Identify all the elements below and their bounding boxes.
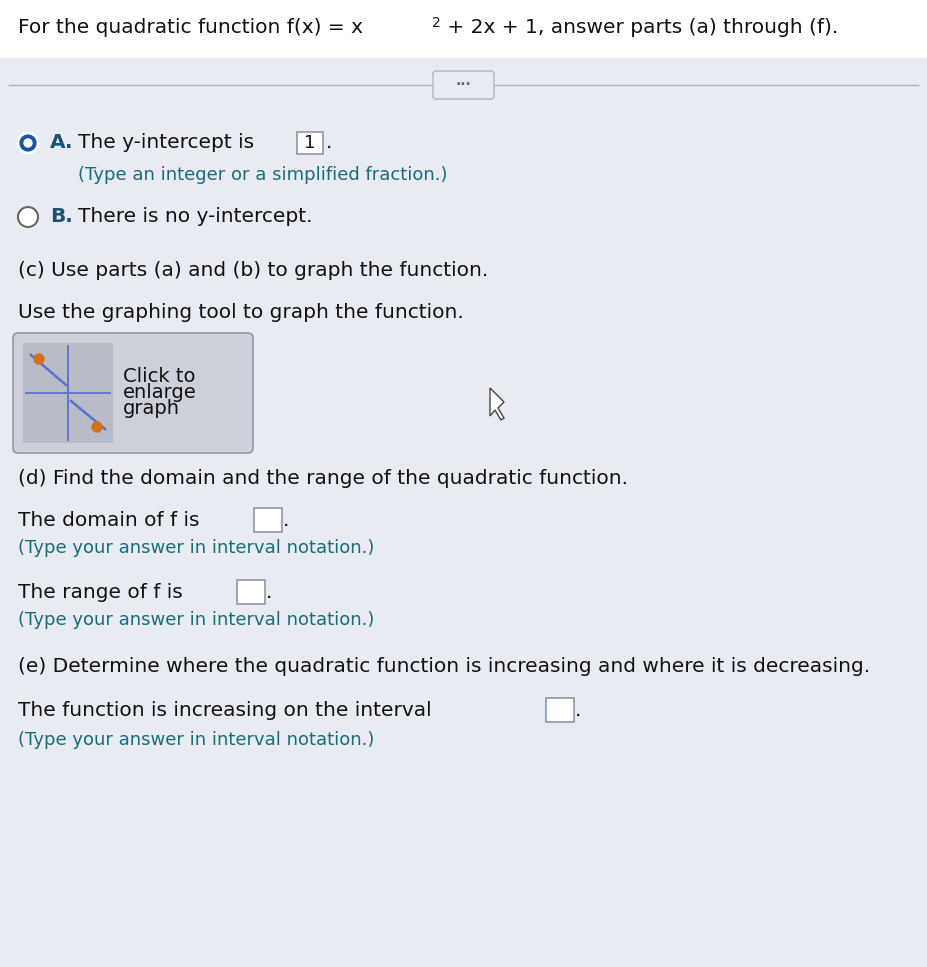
Text: Click to: Click to: [123, 367, 196, 387]
Text: (Type your answer in interval notation.): (Type your answer in interval notation.): [18, 539, 375, 557]
Text: .: .: [266, 582, 273, 601]
Text: (d) Find the domain and the range of the quadratic function.: (d) Find the domain and the range of the…: [18, 468, 628, 487]
Text: .: .: [283, 511, 289, 530]
Text: The function is increasing on the interval: The function is increasing on the interv…: [18, 700, 432, 719]
Text: A.: A.: [50, 133, 73, 153]
Circle shape: [92, 422, 102, 432]
FancyBboxPatch shape: [433, 71, 494, 99]
FancyBboxPatch shape: [23, 343, 113, 443]
Text: (c) Use parts (a) and (b) to graph the function.: (c) Use parts (a) and (b) to graph the f…: [18, 260, 489, 279]
Text: The y-intercept is: The y-intercept is: [78, 133, 254, 153]
Circle shape: [18, 133, 38, 153]
FancyBboxPatch shape: [0, 0, 927, 58]
Text: .: .: [326, 133, 333, 153]
FancyBboxPatch shape: [297, 132, 323, 154]
Text: enlarge: enlarge: [123, 384, 197, 402]
Text: B.: B.: [50, 208, 72, 226]
FancyBboxPatch shape: [254, 508, 282, 532]
Text: 2: 2: [432, 16, 440, 30]
FancyBboxPatch shape: [237, 580, 265, 604]
Text: 1: 1: [304, 134, 316, 152]
Text: The range of f is: The range of f is: [18, 582, 183, 601]
Text: The domain of f is: The domain of f is: [18, 511, 199, 530]
FancyBboxPatch shape: [13, 333, 253, 453]
Text: For the quadratic function f(x) = x: For the quadratic function f(x) = x: [18, 18, 363, 37]
Text: There is no y-intercept.: There is no y-intercept.: [78, 208, 312, 226]
Circle shape: [24, 139, 32, 147]
Text: Use the graphing tool to graph the function.: Use the graphing tool to graph the funct…: [18, 303, 464, 321]
Text: (Type an integer or a simplified fraction.): (Type an integer or a simplified fractio…: [78, 166, 448, 184]
Text: .: .: [575, 700, 581, 719]
FancyBboxPatch shape: [546, 698, 574, 722]
Polygon shape: [490, 388, 504, 420]
Text: graph: graph: [123, 399, 180, 419]
Text: (e) Determine where the quadratic function is increasing and where it is decreas: (e) Determine where the quadratic functi…: [18, 657, 870, 676]
Text: (Type your answer in interval notation.): (Type your answer in interval notation.): [18, 611, 375, 629]
Text: + 2x + 1, answer parts (a) through (f).: + 2x + 1, answer parts (a) through (f).: [441, 18, 838, 37]
Circle shape: [34, 354, 44, 364]
Circle shape: [18, 207, 38, 227]
Text: (Type your answer in interval notation.): (Type your answer in interval notation.): [18, 731, 375, 749]
Text: ···: ···: [456, 78, 471, 92]
